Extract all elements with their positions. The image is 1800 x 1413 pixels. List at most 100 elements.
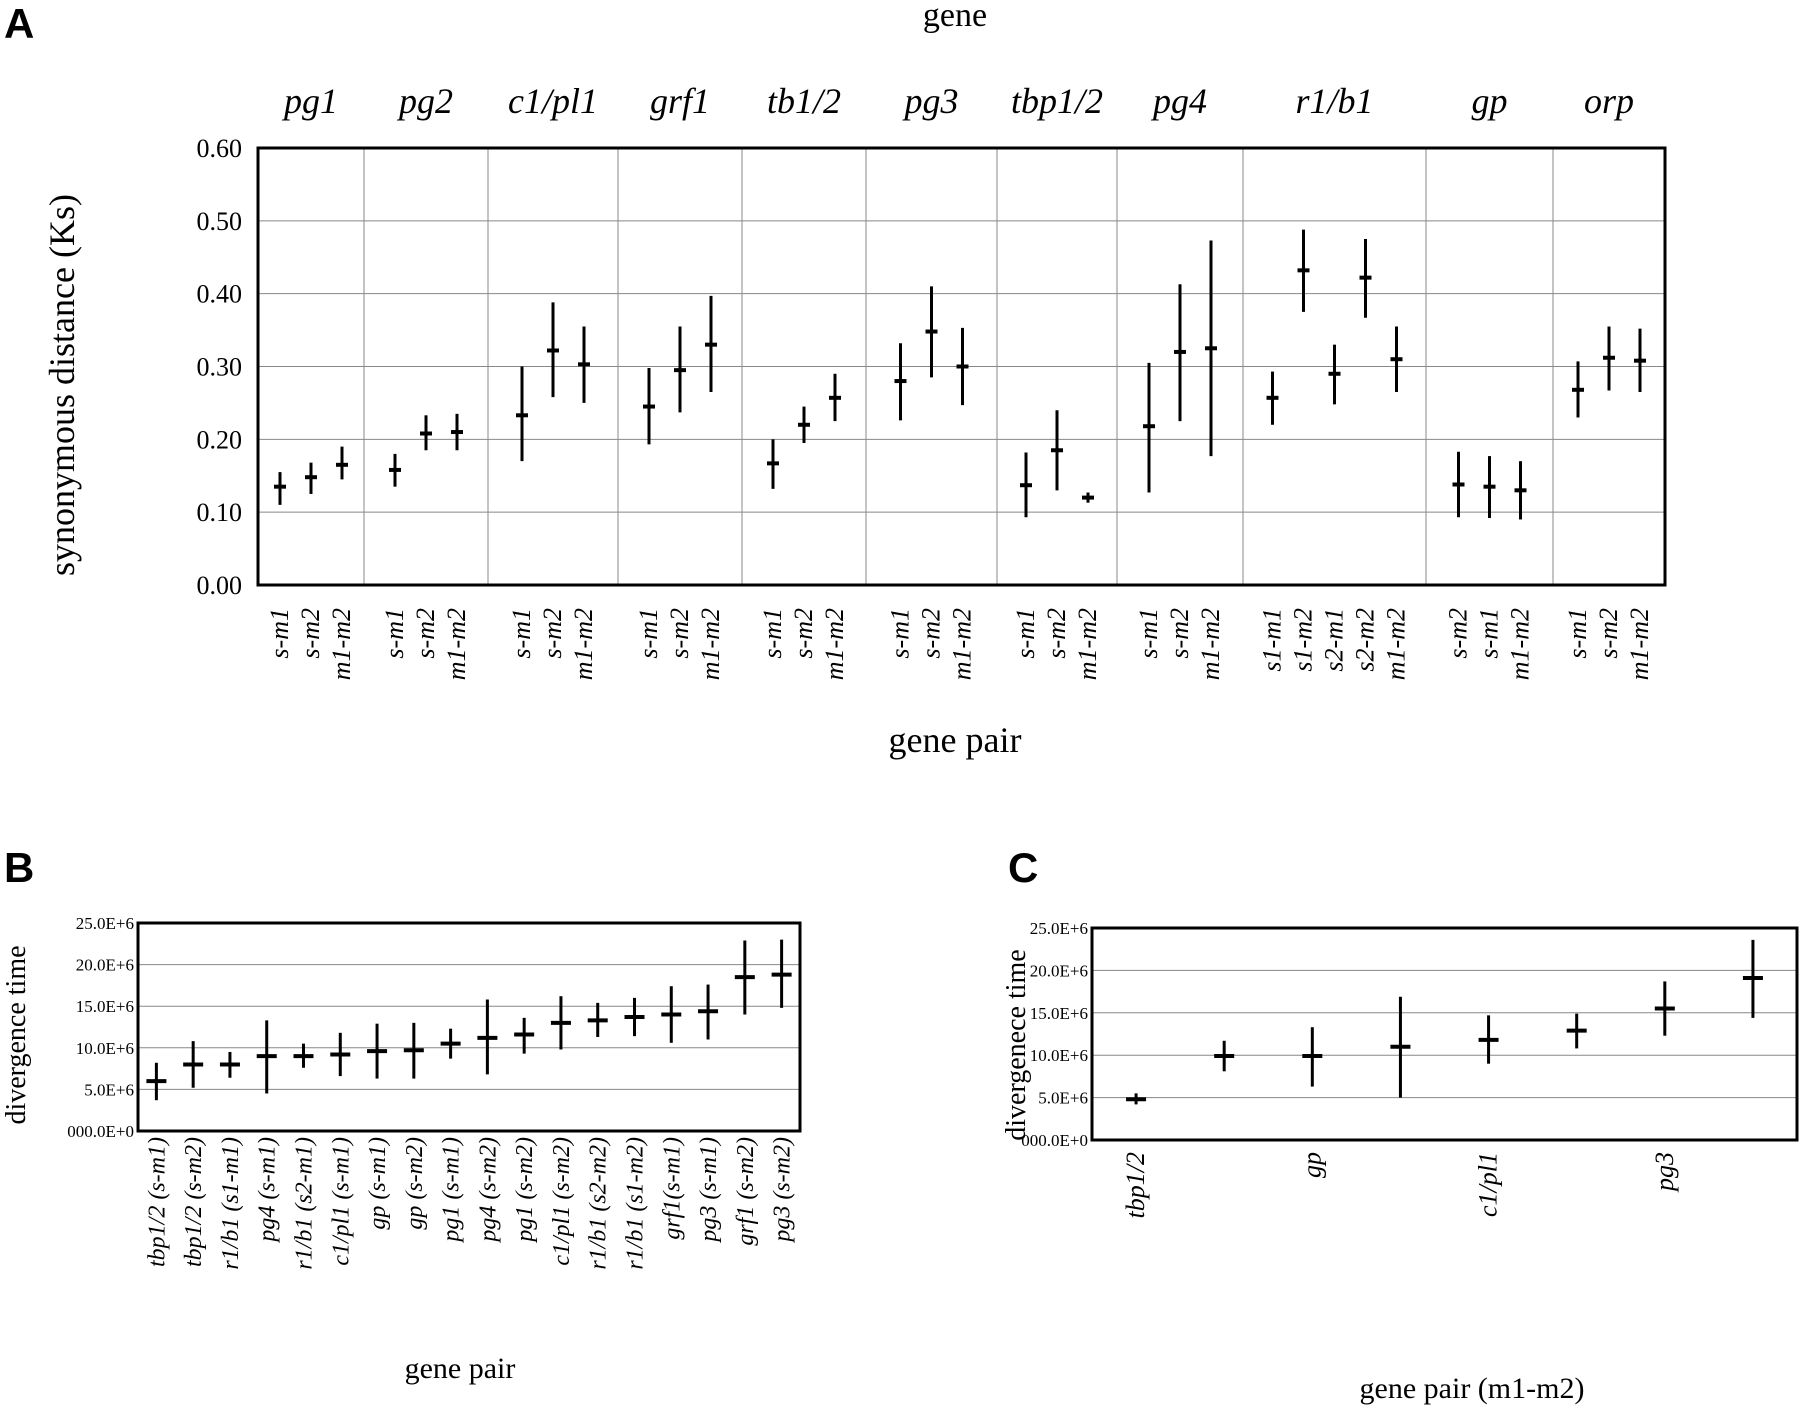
y-tick-label: 20.0E+6 [1030,961,1088,980]
gene-label: tb1/2 [767,81,841,121]
pair-label: s2-m1 [1320,608,1349,672]
category-label: grf1 (s-m2) [733,1137,759,1246]
category-label: pg3 [1650,1152,1679,1193]
panel-b-letter: B [4,844,34,891]
y-tick-label: 000.0E+0 [67,1122,134,1141]
gene-label: pg2 [396,81,453,121]
pair-label: m1-m2 [1625,608,1654,680]
category-label: r1/b1 (s2-m1) [292,1137,318,1270]
y-tick-label: 15.0E+6 [76,997,134,1016]
panel-a-letter: A [4,0,34,47]
pair-label: s-m1 [265,608,294,659]
y-tick-label: 15.0E+6 [1030,1004,1088,1023]
category-label: gp (s-m2) [402,1137,428,1230]
y-tick-label: 0.30 [197,353,243,382]
category-label: grf1(s-m1) [659,1137,685,1240]
gene-label: gp [1472,81,1508,121]
plot-frame [1090,926,1799,1142]
panel-b-ylabel: divergence time [1,945,32,1124]
category-label: r1/b1 (s1-m1) [218,1137,244,1270]
pair-label: m1-m2 [327,608,356,680]
gene-label: pg3 [902,81,959,121]
panel-b-plot: 000.0E+0 5.0E+6 10.0E+6 15.0E+6 20.0E+6 25.0E… [67,914,802,1270]
gene-label: pg4 [1150,81,1207,121]
pair-label: m1-m2 [1073,608,1102,680]
gene-label: r1/b1 [1295,81,1373,121]
panel-a-top-label: gene [923,0,987,34]
pair-label: m1-m2 [1506,608,1535,680]
pair-label: m1-m2 [696,608,725,680]
y-tick-label: 10.0E+6 [1030,1046,1088,1065]
y-tick-label: 0.40 [197,280,243,309]
y-tick-label: 10.0E+6 [76,1039,134,1058]
pair-label: s1-m2 [1289,608,1318,672]
panel-a-ylabel: synonymous distance (Ks) [42,194,82,576]
panel-b-xlabel: gene pair [405,1352,516,1385]
category-label: pg4 (s-m2) [475,1137,501,1244]
gene-label: grf1 [650,81,710,121]
pair-label: s-m2 [1594,608,1623,659]
pair-label: m1-m2 [948,608,977,680]
pair-label: s-m1 [886,608,915,659]
category-label: c1/pl1 (s-m1) [328,1137,354,1266]
category-label: pg4 (s-m1) [255,1137,281,1244]
category-label: gp [1297,1152,1326,1178]
pair-label: s-m1 [1563,608,1592,659]
pair-label: s-m2 [1444,608,1473,659]
panel-c-ylabel: divergenece time [1001,949,1032,1141]
pair-label: s-m2 [917,608,946,659]
category-label: c1/pl1 [1474,1152,1503,1217]
plot-frame [256,146,1667,587]
panel-c-letter: C [1008,844,1038,891]
pair-label: s-m1 [1011,608,1040,659]
pair-label: s-m2 [789,608,818,659]
category-label: tbp1/2 (s-m1) [144,1137,170,1267]
pair-label: s-m1 [507,608,536,659]
pair-label: s-m2 [665,608,694,659]
y-tick-label: 5.0E+6 [84,1080,134,1099]
y-tick-label: 20.0E+6 [76,956,134,975]
pair-label: m1-m2 [1382,608,1411,680]
y-tick-label: 25.0E+6 [76,914,134,933]
y-tick-label: 0.10 [197,498,243,527]
pair-label: s-m2 [538,608,567,659]
category-label: tbp1/2 [1121,1152,1150,1218]
category-label: r1/b1 (s1-m2) [623,1137,649,1270]
panel-c-xlabel: gene pair (m1-m2) [1360,1372,1585,1405]
category-label: c1/pl1 (s-m2) [549,1137,575,1266]
gene-label: tbp1/2 [1011,81,1103,121]
plot-frame [136,921,802,1133]
category-label: pg3 (s-m1) [696,1137,722,1244]
category-label: pg1 (s-m1) [439,1137,465,1244]
pair-label: s-m1 [1134,608,1163,659]
y-tick-label: 25.0E+6 [1030,919,1088,938]
pair-label: s-m1 [758,608,787,659]
category-label: r1/b1 (s2-m2) [586,1137,612,1270]
pair-label: s-m2 [296,608,325,659]
pair-label: s-m2 [1042,608,1071,659]
pair-label: m1-m2 [569,608,598,680]
pair-label: s-m2 [1165,608,1194,659]
y-tick-label: 000.0E+0 [1021,1131,1088,1150]
y-tick-label: 0.60 [197,134,243,163]
gene-label: orp [1584,81,1634,121]
pair-label: m1-m2 [820,608,849,680]
pair-label: s2-m2 [1351,608,1380,672]
pair-label: m1-m2 [1196,608,1225,680]
y-tick-label: 0.50 [197,207,243,236]
panel-a-xlabel: gene pair [889,720,1022,760]
pair-label: s1-m1 [1258,608,1287,672]
pair-label: s-m1 [634,608,663,659]
gene-label: pg1 [281,81,338,121]
category-label: tbp1/2 (s-m2) [181,1137,207,1267]
pair-label: s-m1 [1475,608,1504,659]
gene-label: c1/pl1 [508,81,598,121]
y-tick-label: 5.0E+6 [1038,1089,1088,1108]
panel-c-plot: 000.0E+0 5.0E+6 10.0E+6 15.0E+6 20.0E+6 25.0E… [1021,919,1799,1218]
y-tick-label: 0.20 [197,425,243,454]
y-tick-label: 0.00 [197,571,243,600]
pair-label: s-m2 [411,608,440,659]
pair-label: s-m1 [380,608,409,659]
